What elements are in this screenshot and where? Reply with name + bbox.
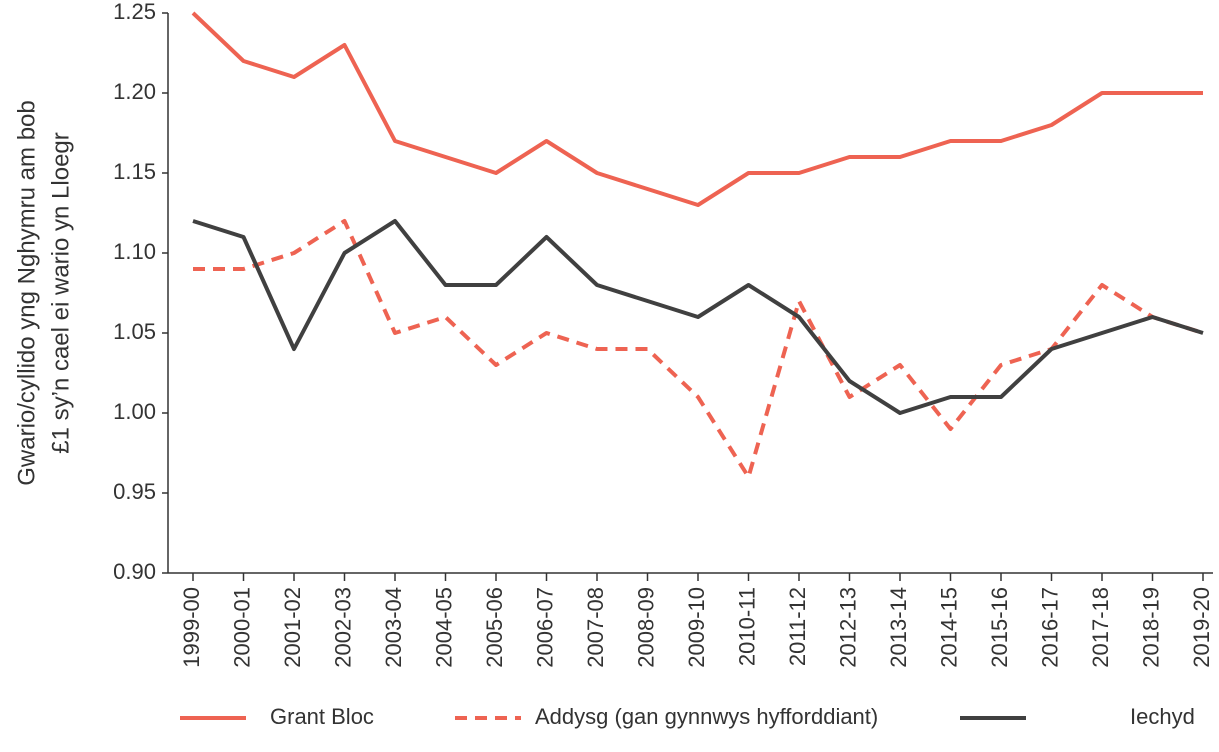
x-tick-label: 2018-19 bbox=[1138, 587, 1163, 668]
x-tick-label: 2004-05 bbox=[431, 587, 456, 668]
x-tick-label: 2017-18 bbox=[1088, 587, 1113, 668]
x-tick-label: 2014-15 bbox=[936, 587, 961, 668]
x-tick-label: 2007-08 bbox=[583, 587, 608, 668]
x-tick-label: 2011-12 bbox=[785, 587, 810, 666]
x-tick-label: 2005-06 bbox=[482, 587, 507, 668]
x-tick-label: 2010-11 bbox=[734, 587, 759, 666]
y-tick-label: 1.25 bbox=[113, 0, 156, 24]
x-tick-label: 2015-16 bbox=[987, 587, 1012, 668]
y-tick-label: 1.00 bbox=[113, 399, 156, 424]
x-tick-label: 2009-10 bbox=[684, 587, 709, 668]
x-tick-label: 2016-17 bbox=[1037, 587, 1062, 668]
x-tick-label: 2000-01 bbox=[229, 587, 254, 668]
x-tick-label: 2013-14 bbox=[886, 587, 911, 668]
y-tick-label: 1.05 bbox=[113, 319, 156, 344]
y-tick-label: 1.10 bbox=[113, 239, 156, 264]
x-tick-label: 1999-00 bbox=[179, 587, 204, 668]
x-tick-label: 2002-03 bbox=[330, 587, 355, 668]
x-tick-label: 2008-09 bbox=[633, 587, 658, 668]
series-line bbox=[192, 219, 1204, 415]
y-axis-title: £1 sy’n cael ei wario yn Lloegr bbox=[47, 132, 74, 454]
y-axis-title: Gwario/cyllido yng Nghymru am bob bbox=[13, 100, 40, 486]
y-tick-label: 1.20 bbox=[113, 79, 156, 104]
series-line bbox=[193, 219, 1204, 479]
y-tick-label: 0.90 bbox=[113, 559, 156, 584]
x-tick-label: 2019-20 bbox=[1189, 587, 1214, 668]
x-tick-label: 2003-04 bbox=[381, 587, 406, 668]
y-tick-label: 1.15 bbox=[113, 159, 156, 184]
legend-label: Addysg (gan gynnwys hyfforddiant) bbox=[535, 704, 878, 729]
x-tick-label: 2012-13 bbox=[835, 587, 860, 668]
series-line bbox=[191, 11, 1203, 207]
y-tick-label: 0.95 bbox=[113, 479, 156, 504]
x-tick-label: 2001-02 bbox=[280, 587, 305, 668]
x-tick-label: 2006-07 bbox=[532, 587, 557, 668]
legend-label: Iechyd bbox=[1130, 704, 1195, 729]
legend-label: Grant Bloc bbox=[270, 704, 374, 729]
